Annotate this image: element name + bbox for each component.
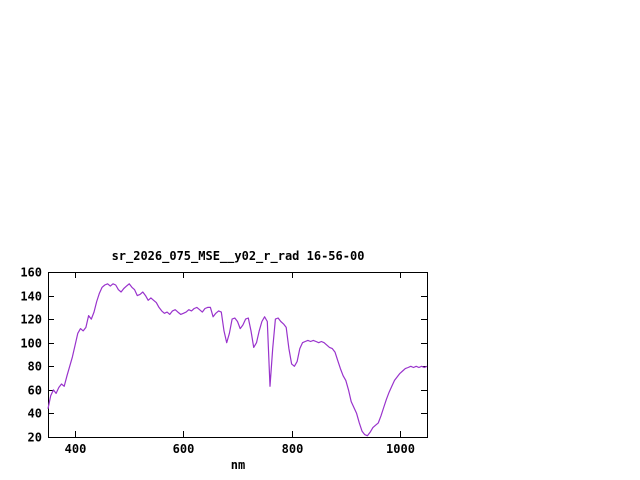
spectrum-line-series <box>47 283 428 437</box>
y-tick-label: 120 <box>20 313 42 327</box>
x-tick-label: 400 <box>65 442 87 456</box>
y-tick-label: 80 <box>28 360 42 374</box>
y-tick-label: 40 <box>28 407 42 421</box>
y-tick-label: 100 <box>20 337 42 351</box>
y-tick-label: 20 <box>28 431 42 445</box>
plot-border <box>48 272 428 438</box>
x-tick-label: 600 <box>173 442 195 456</box>
x-axis-label: nm <box>230 458 246 472</box>
y-tick-label: 140 <box>20 290 42 304</box>
y-tick-label: 60 <box>28 384 42 398</box>
x-tick-label: 800 <box>282 442 304 456</box>
x-tick-label: 1000 <box>386 442 415 456</box>
chart-title: sr_2026_075_MSE__y02_r_rad 16-56-00 <box>111 249 365 263</box>
y-tick-label: 160 <box>20 266 42 280</box>
